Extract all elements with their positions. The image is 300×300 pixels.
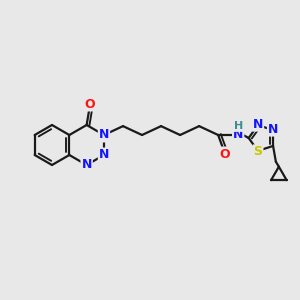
Text: N: N bbox=[82, 158, 92, 172]
Text: H: H bbox=[233, 121, 243, 131]
Text: O: O bbox=[84, 98, 95, 110]
Text: N: N bbox=[268, 123, 278, 136]
Text: N: N bbox=[233, 128, 243, 142]
Text: S: S bbox=[254, 145, 262, 158]
Text: O: O bbox=[219, 148, 230, 160]
Text: N: N bbox=[99, 148, 109, 161]
Text: N: N bbox=[253, 118, 263, 131]
Text: N: N bbox=[99, 128, 109, 142]
